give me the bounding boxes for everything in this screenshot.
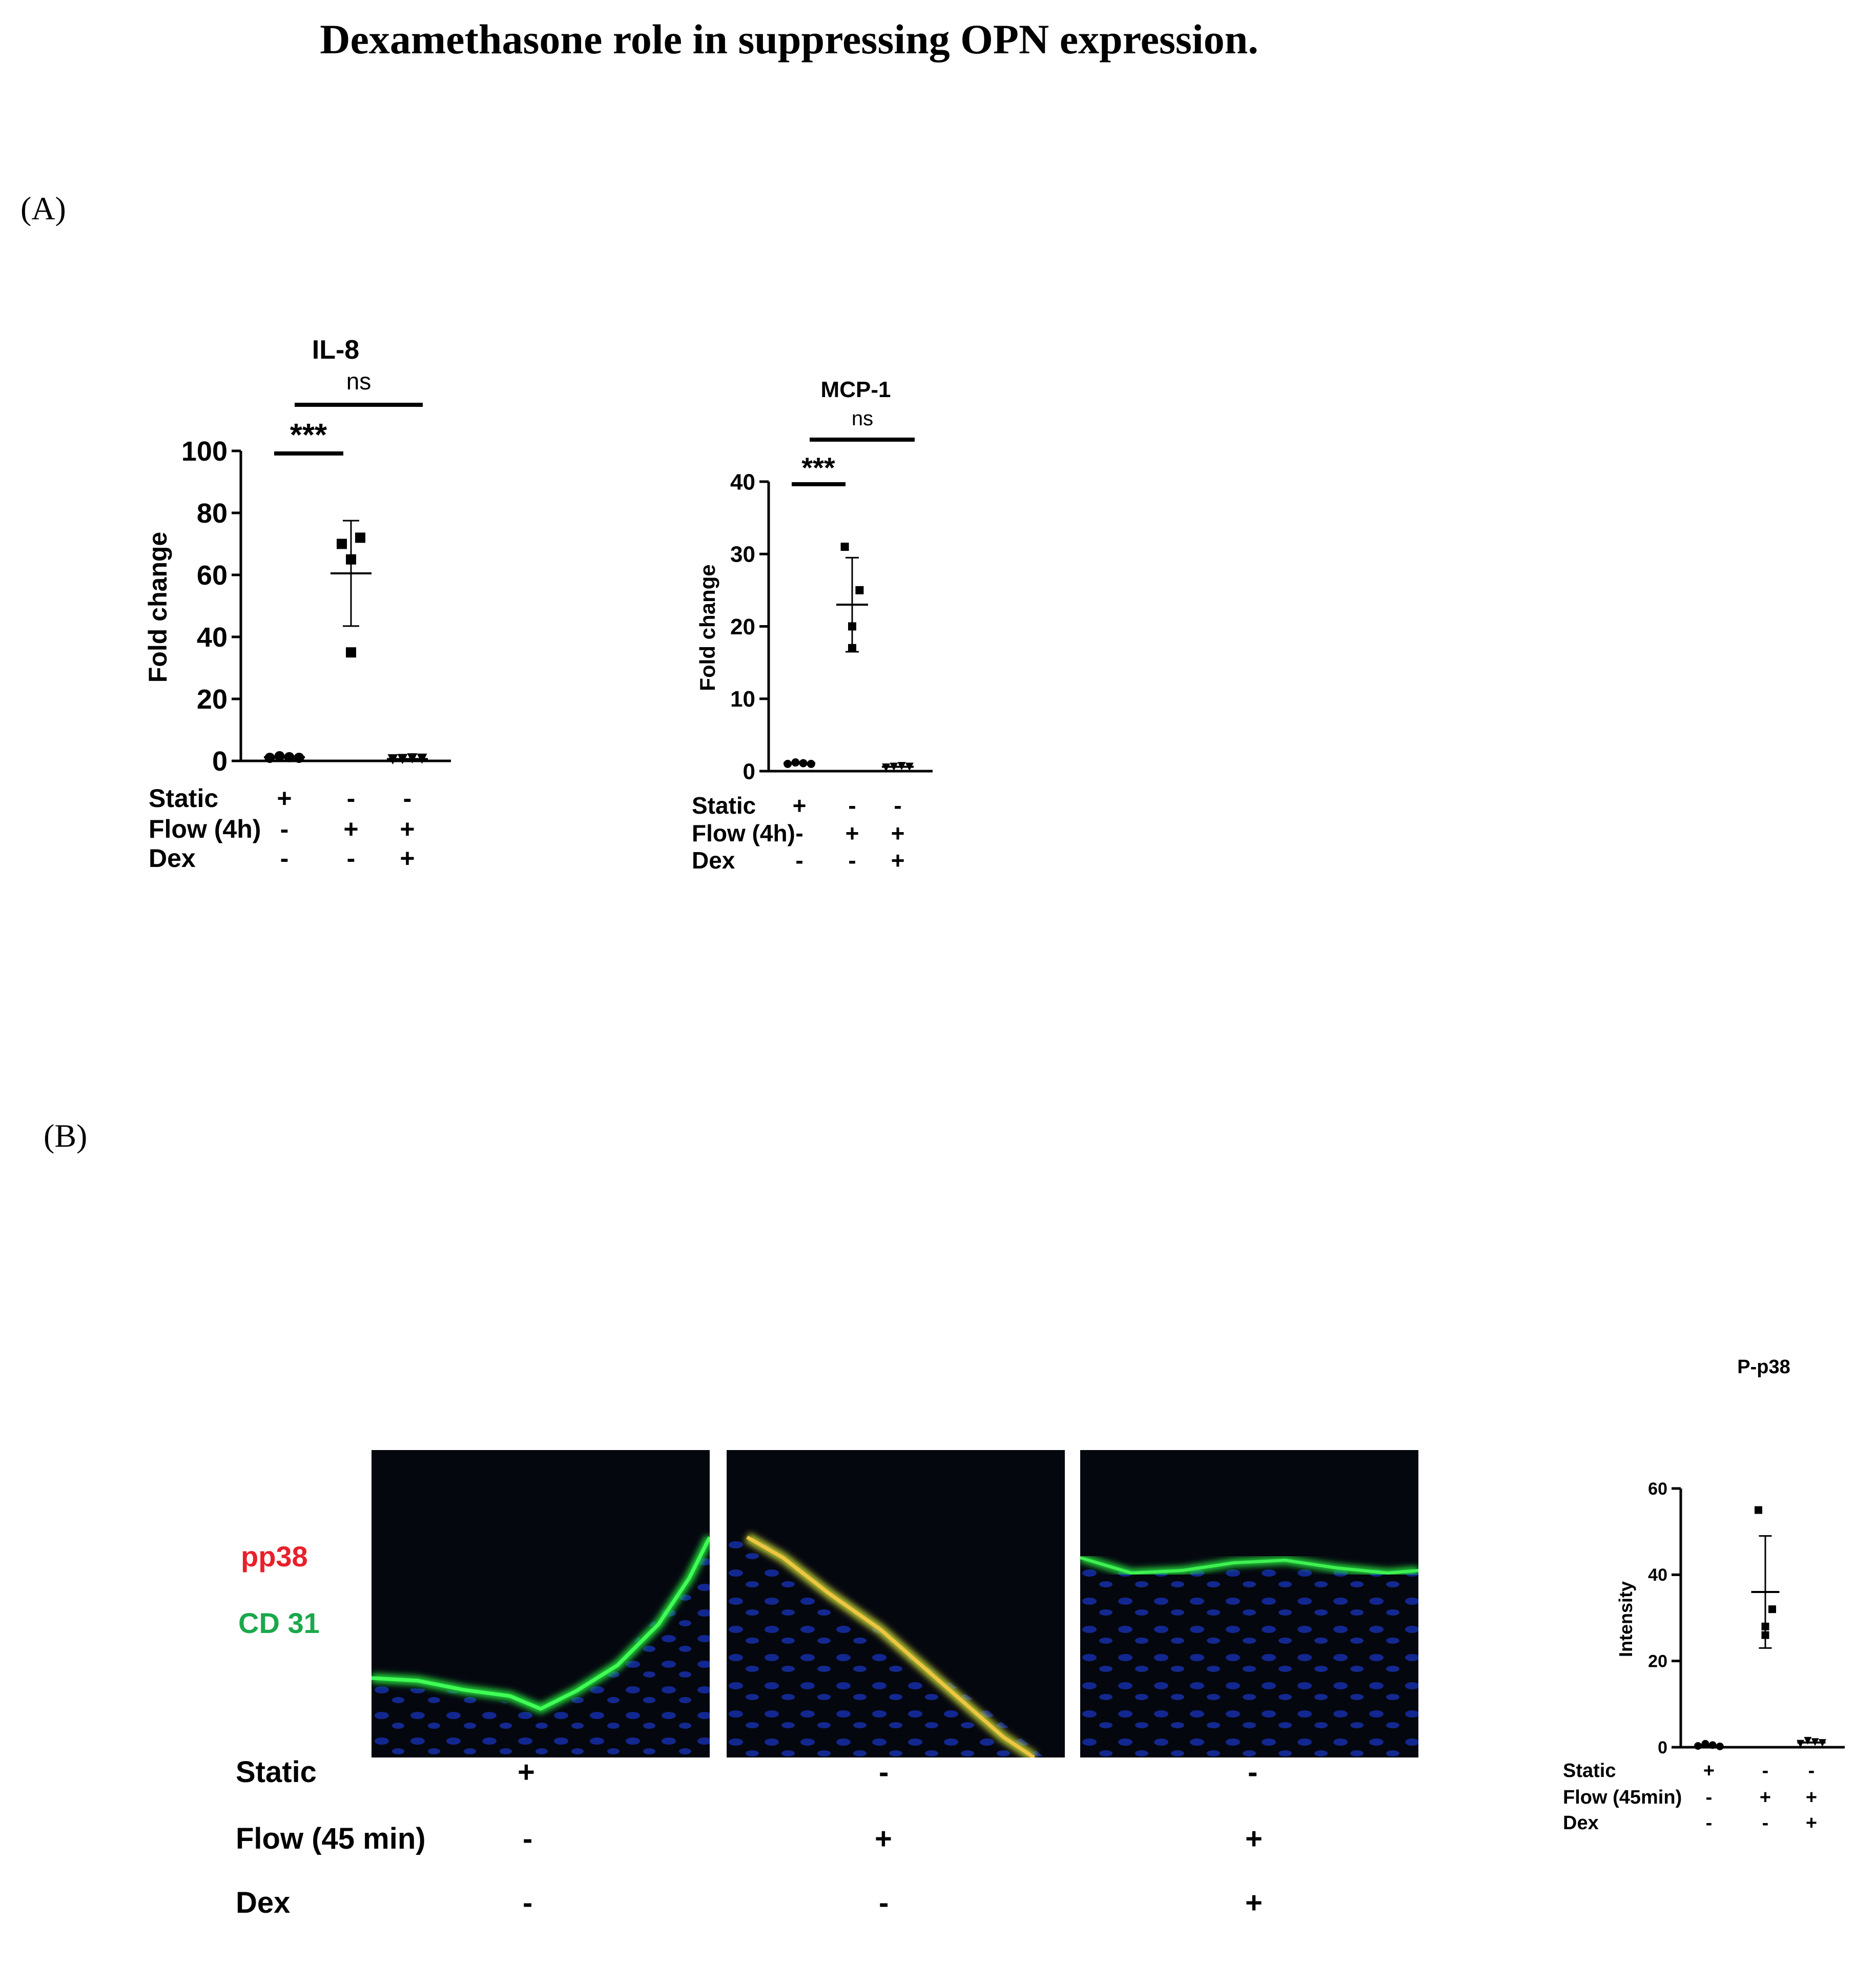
condition-value: + bbox=[846, 820, 859, 846]
data-point bbox=[355, 532, 365, 543]
micro-cond-flow-3: + bbox=[1245, 1822, 1263, 1855]
y-tick-label: 40 bbox=[730, 469, 755, 494]
data-point bbox=[1804, 1736, 1812, 1745]
micro-cond-flow-2: + bbox=[875, 1822, 892, 1855]
pp38-intensity-chart: P-p38 Intensity 0 20 40 60 Static + - - Flow (45mi… bbox=[1563, 1356, 1845, 1834]
y-tick-label: 80 bbox=[197, 498, 228, 529]
condition-value: - bbox=[1762, 1812, 1769, 1834]
condition-value: - bbox=[1762, 1760, 1769, 1782]
panel-b-label: (B) bbox=[44, 1118, 88, 1154]
data-point bbox=[337, 539, 347, 549]
stain-label-cd31: CD 31 bbox=[238, 1607, 320, 1639]
condition-name: Dex bbox=[1563, 1812, 1599, 1834]
y-tick-label: 0 bbox=[743, 759, 755, 784]
significance-label: *** bbox=[290, 418, 327, 453]
condition-value: + bbox=[1806, 1812, 1817, 1834]
micrograph-flow-dex bbox=[1080, 1450, 1418, 1757]
data-point bbox=[855, 586, 864, 594]
condition-value: - bbox=[795, 847, 803, 874]
condition-name: Static bbox=[1563, 1760, 1616, 1782]
y-axis-label: Intensity bbox=[1615, 1581, 1636, 1657]
condition-name: Static bbox=[692, 792, 756, 819]
y-tick-label: 30 bbox=[730, 542, 755, 567]
y-tick-label: 0 bbox=[1658, 1738, 1667, 1757]
panel-a-label: (A) bbox=[20, 190, 66, 226]
y-tick-label: 100 bbox=[181, 436, 228, 467]
condition-value: - bbox=[280, 815, 289, 843]
y-tick-label: 20 bbox=[730, 614, 755, 639]
condition-value: - bbox=[795, 820, 803, 846]
micro-cond-static-1: + bbox=[518, 1755, 535, 1789]
data-point bbox=[840, 543, 849, 551]
micro-cond-static-2: - bbox=[879, 1755, 889, 1789]
y-tick-label: 60 bbox=[1648, 1479, 1667, 1499]
condition-value: + bbox=[891, 847, 905, 874]
condition-value: + bbox=[277, 784, 292, 813]
condition-value: - bbox=[848, 792, 856, 819]
significance-label: ns bbox=[346, 368, 372, 395]
condition-value: + bbox=[1806, 1787, 1817, 1808]
y-tick-label: 60 bbox=[197, 560, 228, 591]
micro-cond-flow-1: - bbox=[523, 1822, 533, 1855]
chart-title: P-p38 bbox=[1737, 1356, 1790, 1378]
data-point bbox=[346, 647, 356, 658]
condition-value: - bbox=[403, 784, 412, 813]
condition-value: - bbox=[347, 784, 356, 813]
significance-label: *** bbox=[801, 451, 835, 484]
chart-title: IL-8 bbox=[312, 335, 359, 365]
condition-name: Flow (4h) bbox=[692, 820, 795, 846]
micro-cond-dex-3: + bbox=[1245, 1886, 1263, 1919]
micro-cond-dex: Dex bbox=[236, 1886, 291, 1919]
y-tick-label: 40 bbox=[197, 622, 228, 653]
condition-value: + bbox=[1760, 1787, 1771, 1808]
condition-value: - bbox=[280, 844, 289, 873]
condition-value: + bbox=[1703, 1760, 1715, 1782]
micro-cond-dex-1: - bbox=[523, 1886, 533, 1919]
condition-value: - bbox=[848, 847, 856, 874]
y-tick-label: 20 bbox=[1648, 1652, 1667, 1671]
condition-value: - bbox=[1808, 1760, 1815, 1782]
data-point bbox=[1768, 1605, 1776, 1614]
y-tick-label: 40 bbox=[1648, 1565, 1667, 1585]
significance-label: ns bbox=[852, 407, 873, 430]
micro-cond-static: Static bbox=[236, 1755, 317, 1789]
y-axis-label: Fold change bbox=[143, 532, 172, 682]
y-tick-label: 20 bbox=[197, 684, 228, 715]
micrograph-flow bbox=[727, 1450, 1065, 1757]
condition-value: - bbox=[347, 844, 356, 873]
condition-value: + bbox=[343, 815, 358, 843]
micro-cond-static-3: - bbox=[1248, 1755, 1258, 1789]
condition-name: Flow (4h) bbox=[149, 815, 261, 843]
y-axis-label: Fold change bbox=[695, 564, 719, 691]
stain-label-pp38: pp38 bbox=[241, 1540, 308, 1573]
condition-value: - bbox=[894, 792, 901, 819]
condition-value: + bbox=[793, 792, 807, 819]
chart-title: MCP-1 bbox=[821, 377, 891, 402]
condition-value: - bbox=[1706, 1787, 1713, 1808]
micro-cond-dex-2: - bbox=[879, 1886, 889, 1919]
micro-cond-flow: Flow (45 min) bbox=[236, 1822, 426, 1855]
y-tick-label: 0 bbox=[212, 746, 228, 777]
condition-value: - bbox=[1706, 1812, 1713, 1834]
figure-title: Dexamethasone role in suppressing OPN ex… bbox=[320, 16, 1259, 63]
condition-name: Flow (45min) bbox=[1563, 1787, 1682, 1808]
condition-value: + bbox=[400, 815, 415, 843]
data-point bbox=[1755, 1506, 1762, 1514]
condition-value: + bbox=[400, 844, 415, 873]
micrograph-static bbox=[372, 1450, 710, 1757]
y-tick-label: 10 bbox=[730, 687, 755, 712]
condition-name: Dex bbox=[692, 847, 735, 874]
condition-name: Dex bbox=[149, 844, 196, 873]
condition-name: Static bbox=[149, 784, 218, 813]
condition-value: + bbox=[891, 820, 905, 846]
